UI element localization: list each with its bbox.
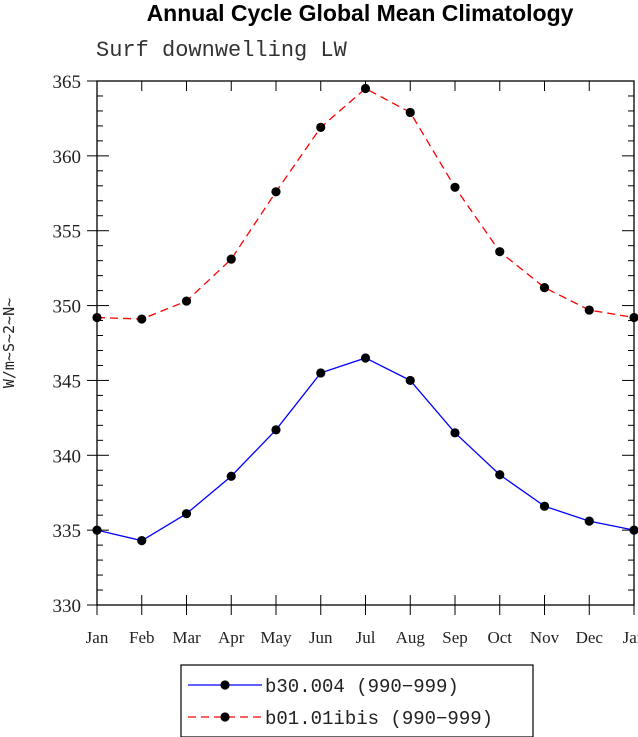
plot-frame: [96, 80, 635, 606]
y-tick-label: 355: [53, 222, 82, 243]
data-point: [539, 501, 550, 511]
y-tick-label: 340: [53, 446, 82, 467]
y-tick-label: 350: [53, 297, 82, 318]
x-tick-label: Aug: [396, 628, 426, 647]
x-tick-label: Sep: [442, 628, 468, 647]
legend-label: b30.004 (990−999): [265, 676, 459, 698]
y-tick-label: 345: [53, 371, 82, 392]
data-point: [316, 368, 326, 378]
y-tick-label: 330: [53, 596, 82, 617]
x-tick-label: Feb: [129, 628, 155, 647]
data-point: [539, 283, 550, 293]
x-tick-label: Jan: [86, 628, 109, 647]
data-point: [271, 425, 281, 435]
data-point: [316, 122, 326, 133]
data-point: [629, 525, 638, 535]
legend-marker: [220, 712, 230, 722]
data-point: [360, 83, 371, 94]
data-point: [584, 305, 594, 315]
data-point: [271, 187, 281, 197]
data-point: [584, 516, 594, 526]
data-point: [360, 353, 371, 363]
x-tick-label: Nov: [530, 628, 560, 647]
data-point: [405, 107, 415, 118]
data-point: [137, 314, 147, 324]
data-point: [629, 312, 638, 323]
x-tick-label: May: [260, 628, 292, 647]
y-tick-label: 335: [53, 521, 82, 542]
data-point: [92, 312, 102, 323]
data-point: [226, 254, 236, 264]
x-tick-label: Oct: [487, 628, 512, 647]
chart-title: Annual Cycle Global Mean Climatology: [146, 0, 574, 26]
legend-marker: [220, 680, 230, 690]
data-point: [405, 375, 415, 386]
x-tick-label: Jul: [356, 628, 376, 647]
data-point: [495, 247, 505, 257]
data-point: [495, 470, 505, 480]
legend-label: b01.01ibis (990−999): [265, 708, 493, 730]
x-tick-label: Mar: [172, 628, 201, 647]
data-point: [450, 428, 460, 438]
y-axis-label: W/m~S~2~N~: [0, 298, 18, 388]
y-tick-label: 360: [53, 147, 82, 168]
x-tick-label: Jan: [623, 628, 638, 647]
x-tick-label: Dec: [576, 628, 604, 647]
y-tick-label: 365: [53, 72, 82, 93]
x-tick-label: Jun: [309, 628, 333, 647]
data-point: [181, 296, 192, 306]
x-tick-label: Apr: [218, 628, 245, 647]
data-point: [226, 471, 236, 481]
data-point: [137, 536, 147, 546]
data-point: [92, 525, 102, 535]
series-line-1: [96, 357, 635, 542]
chart-subtitle: Surf downwelling LW: [96, 38, 347, 63]
data-point: [450, 182, 460, 192]
legend-box: [180, 664, 534, 737]
data-point: [181, 509, 192, 519]
series-line-2: [96, 87, 635, 320]
